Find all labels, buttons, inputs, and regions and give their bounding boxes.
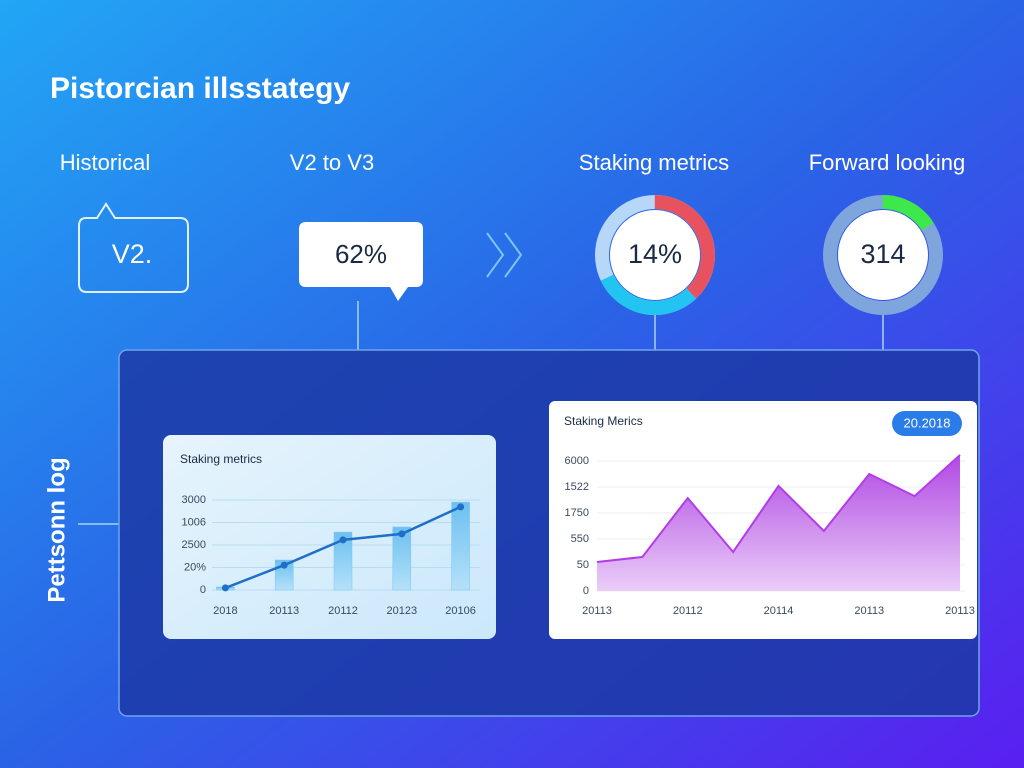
stage-label: Staking metrics — [579, 150, 729, 175]
line-point — [457, 503, 465, 511]
donut-arc — [595, 195, 715, 315]
donut-value: 14% — [628, 239, 682, 269]
callout-value: V2. — [112, 239, 153, 269]
donut-value: 314 — [860, 239, 905, 269]
y-tick-label: 1750 — [565, 507, 589, 519]
y-tick-label: 0 — [200, 584, 206, 596]
x-tick-label: 20113 — [945, 605, 975, 617]
line-point — [398, 530, 406, 538]
stage-label: Historical — [60, 150, 150, 175]
chart-card — [163, 435, 496, 639]
badge — [892, 411, 962, 436]
bar — [333, 531, 353, 591]
badge-label: 20.2018 — [904, 415, 951, 430]
y-tick-label: 2500 — [182, 539, 206, 551]
y-tick-label: 1006 — [182, 516, 206, 528]
y-tick-label: 6000 — [565, 455, 589, 467]
chart-title: Staking Merics — [564, 414, 643, 428]
bar — [451, 501, 470, 591]
callout-value: 62% — [335, 239, 387, 269]
line-point — [339, 536, 347, 544]
y-tick-label: 550 — [571, 533, 589, 545]
x-tick-label: 2018 — [213, 605, 237, 617]
area-line — [596, 454, 961, 563]
line-point — [280, 561, 288, 569]
side-label: Pettsonn log — [43, 457, 70, 602]
y-tick-label: 20% — [184, 561, 206, 573]
x-tick-label: 20114 — [764, 605, 794, 617]
x-tick-label: 20123 — [387, 605, 418, 617]
bar — [392, 526, 412, 591]
x-tick-label: 20112 — [673, 605, 703, 617]
x-tick-label: 20106 — [445, 605, 476, 617]
page-title: Pistorcian illsstategy — [50, 72, 350, 105]
callout-box — [299, 222, 423, 301]
callout-outline — [78, 202, 189, 293]
x-tick-label: 20113 — [582, 605, 612, 617]
y-tick-label: 50 — [577, 559, 589, 571]
area — [597, 454, 960, 591]
y-tick-label: 3000 — [182, 494, 206, 506]
y-tick-label: 1522 — [565, 481, 589, 493]
donut-center — [610, 210, 700, 300]
x-tick-label: 20113 — [269, 605, 299, 617]
chevrons — [486, 232, 523, 278]
donut: 14% — [595, 195, 715, 315]
stage-label: V2 to V3 — [290, 150, 374, 175]
donut-arc — [823, 195, 943, 315]
chart-title: Staking metrics — [180, 452, 262, 466]
donut-arc — [595, 195, 715, 315]
y-tick-label: 0 — [583, 585, 589, 597]
donut-center — [838, 210, 928, 300]
x-tick-label: 20113 — [854, 605, 884, 617]
donut: 314 — [823, 195, 943, 315]
stage-label: Forward looking — [809, 150, 966, 175]
line-point — [221, 584, 229, 592]
x-tick-label: 20112 — [328, 605, 358, 617]
